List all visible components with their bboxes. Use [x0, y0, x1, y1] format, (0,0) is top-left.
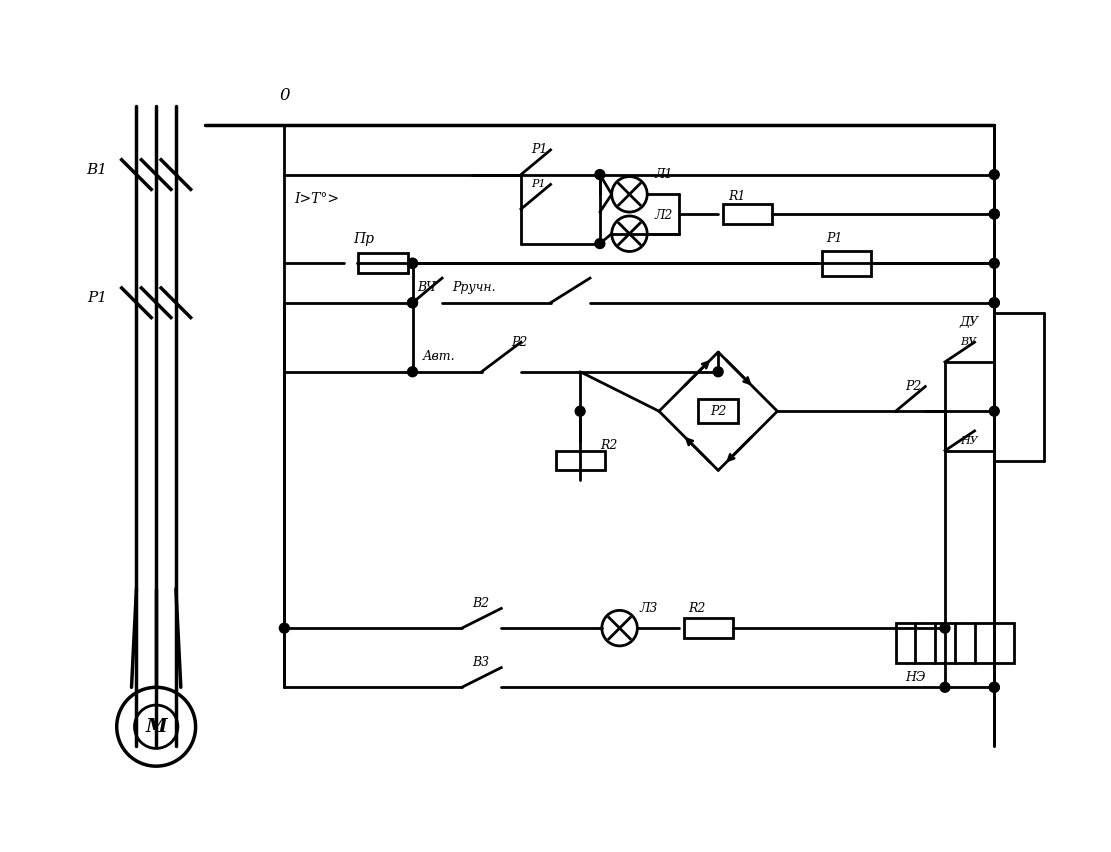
Text: P2: P2 — [905, 380, 922, 393]
Text: M: M — [146, 717, 167, 736]
Circle shape — [408, 258, 418, 268]
Text: P2: P2 — [511, 336, 528, 348]
Circle shape — [940, 682, 950, 692]
Bar — [822, 251, 871, 276]
Text: ДУ: ДУ — [960, 316, 979, 329]
Circle shape — [408, 298, 418, 308]
Circle shape — [990, 209, 999, 219]
Circle shape — [990, 406, 999, 416]
Circle shape — [990, 170, 999, 180]
Text: Л3: Л3 — [639, 602, 658, 615]
Text: R2: R2 — [689, 602, 705, 615]
Circle shape — [990, 258, 999, 268]
Bar — [895, 623, 1014, 663]
Circle shape — [990, 298, 999, 308]
Bar — [723, 204, 772, 224]
Text: P1: P1 — [531, 180, 546, 189]
Text: Рручн.: Рручн. — [452, 281, 496, 295]
Text: B2: B2 — [472, 597, 489, 610]
Text: Л2: Л2 — [654, 210, 672, 222]
Text: P2: P2 — [710, 405, 727, 417]
Circle shape — [990, 209, 999, 219]
Text: P1: P1 — [827, 232, 843, 245]
Text: I>T°>: I>T°> — [294, 193, 339, 206]
Text: R2: R2 — [600, 440, 618, 452]
Circle shape — [990, 298, 999, 308]
Text: 0: 0 — [279, 87, 290, 104]
Bar — [699, 400, 738, 423]
Circle shape — [595, 239, 604, 249]
Text: Пр: Пр — [352, 232, 373, 245]
Circle shape — [940, 623, 950, 633]
Text: R1: R1 — [728, 190, 745, 203]
Bar — [683, 619, 733, 638]
Text: P1: P1 — [531, 143, 548, 157]
Circle shape — [990, 682, 999, 692]
Text: BЧ: BЧ — [418, 281, 437, 295]
Circle shape — [990, 682, 999, 692]
Bar — [556, 451, 604, 470]
Text: P1: P1 — [87, 291, 107, 305]
Text: B1: B1 — [87, 163, 108, 176]
Bar — [358, 253, 408, 273]
Circle shape — [279, 623, 289, 633]
Circle shape — [595, 170, 604, 180]
Circle shape — [713, 367, 723, 377]
Text: НУ: НУ — [960, 435, 978, 446]
Circle shape — [408, 298, 418, 308]
Circle shape — [408, 258, 418, 268]
Text: Л1: Л1 — [654, 168, 672, 181]
Text: B3: B3 — [472, 656, 489, 669]
Text: Авт.: Авт. — [422, 350, 456, 364]
Text: BУ: BУ — [960, 337, 975, 347]
Text: НЭ: НЭ — [905, 671, 927, 684]
Circle shape — [408, 367, 418, 377]
Circle shape — [575, 406, 585, 416]
